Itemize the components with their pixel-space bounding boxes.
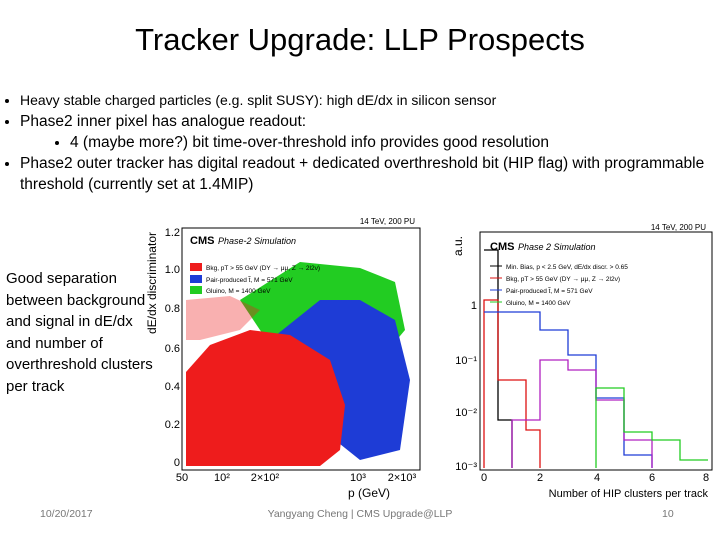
y-tick-label: 0.2 bbox=[165, 419, 180, 431]
background-sparse bbox=[186, 296, 260, 340]
conditions-label: 14 TeV, 200 PU bbox=[360, 217, 415, 226]
x-tick-label: 50 bbox=[176, 472, 188, 484]
y-tick-label: 1.2 bbox=[165, 227, 180, 239]
legend-entry: Bkg, pT > 55 GeV (DY → μμ, Z → 2l2ν) bbox=[506, 276, 620, 283]
background-histogram bbox=[483, 299, 541, 468]
y-tick-label: 10⁻² bbox=[455, 407, 477, 419]
y-tick-label: 0.6 bbox=[165, 343, 180, 355]
gluino-histogram bbox=[595, 387, 708, 468]
x-tick-label: 10² bbox=[214, 472, 230, 484]
bullet: Heavy stable charged particles (e.g. spl… bbox=[20, 90, 720, 111]
bullet-list: Heavy stable charged particles (e.g. spl… bbox=[6, 90, 720, 195]
legend-entry: Gluino, M = 1400 GeV bbox=[206, 288, 271, 295]
y-tick-label: 0 bbox=[174, 457, 180, 469]
x-tick-label: 10³ bbox=[350, 472, 366, 484]
x-tick-label: 8 bbox=[703, 472, 709, 484]
legend-entry: Pair-produced t̃, M = 571 GeV bbox=[506, 287, 593, 295]
y-tick-label: 0.4 bbox=[165, 381, 180, 393]
status-label: Phase-2 Simulation bbox=[218, 236, 296, 246]
x-tick-label: 2×10² bbox=[251, 472, 280, 484]
x-axis-label: p (GeV) bbox=[348, 486, 390, 500]
conditions-label: 14 TeV, 200 PU bbox=[651, 223, 706, 232]
y-tick-label: 10⁻¹ bbox=[455, 355, 477, 367]
x-tick-label: 0 bbox=[481, 472, 487, 484]
pair-histogram bbox=[511, 359, 653, 468]
side-note: Good separation between background and s… bbox=[6, 270, 153, 395]
slide-title: Tracker Upgrade: LLP Prospects bbox=[135, 22, 585, 57]
x-tick-label: 2 bbox=[537, 472, 543, 484]
x-tick-label: 4 bbox=[594, 472, 600, 484]
signal-cloud-blue bbox=[270, 300, 410, 460]
footer-author: Yangyang Cheng | CMS Upgrade@LLP bbox=[267, 508, 453, 520]
histogram-figure: CMS Phase 2 Simulation 14 TeV, 200 PU Mi… bbox=[451, 223, 713, 500]
y-axis-label: dE/dx discriminator bbox=[145, 232, 159, 334]
legend-swatch bbox=[190, 275, 202, 283]
legend-swatch bbox=[190, 263, 202, 271]
x-tick-label: 2×10³ bbox=[388, 472, 417, 484]
legend-swatch bbox=[190, 286, 202, 294]
background-cloud bbox=[186, 330, 345, 466]
y-tick-label: 1 bbox=[471, 300, 477, 312]
legend-entry: Bkg, pT > 55 GeV (DY → μμ, Z → 2l2ν) bbox=[206, 265, 320, 272]
x-axis-label: Number of HIP clusters per track bbox=[549, 488, 709, 500]
y-axis-label: a.u. bbox=[451, 236, 465, 256]
y-tick-label: 1.0 bbox=[165, 264, 180, 276]
bullet: Phase2 inner pixel has analogue readout: bbox=[20, 111, 720, 132]
legend-entry: Min. Bias, p < 2.5 GeV, dE/dx discr. > 0… bbox=[506, 264, 628, 271]
experiment-label: CMS bbox=[490, 241, 514, 253]
legend-entry: Gluino, M = 1400 GeV bbox=[506, 300, 571, 307]
stop-histogram bbox=[484, 311, 653, 468]
y-tick-label: 0.8 bbox=[165, 303, 180, 315]
bullet: Phase2 outer tracker has digital readout… bbox=[20, 153, 720, 195]
footer-date: 10/20/2017 bbox=[40, 508, 93, 520]
x-tick-label: 6 bbox=[649, 472, 655, 484]
sub-bullet: 4 (maybe more?) bit time-over-threshold … bbox=[70, 132, 720, 153]
y-tick-label: 10⁻³ bbox=[455, 461, 477, 473]
scatter-figure: CMS Phase-2 Simulation 14 TeV, 200 PU Bk… bbox=[145, 217, 421, 500]
footer-page: 10 bbox=[662, 508, 674, 520]
experiment-label: CMS bbox=[190, 235, 214, 247]
legend-entry: Pair-produced t̃, M = 571 GeV bbox=[206, 276, 293, 284]
status-label: Phase 2 Simulation bbox=[518, 242, 596, 252]
